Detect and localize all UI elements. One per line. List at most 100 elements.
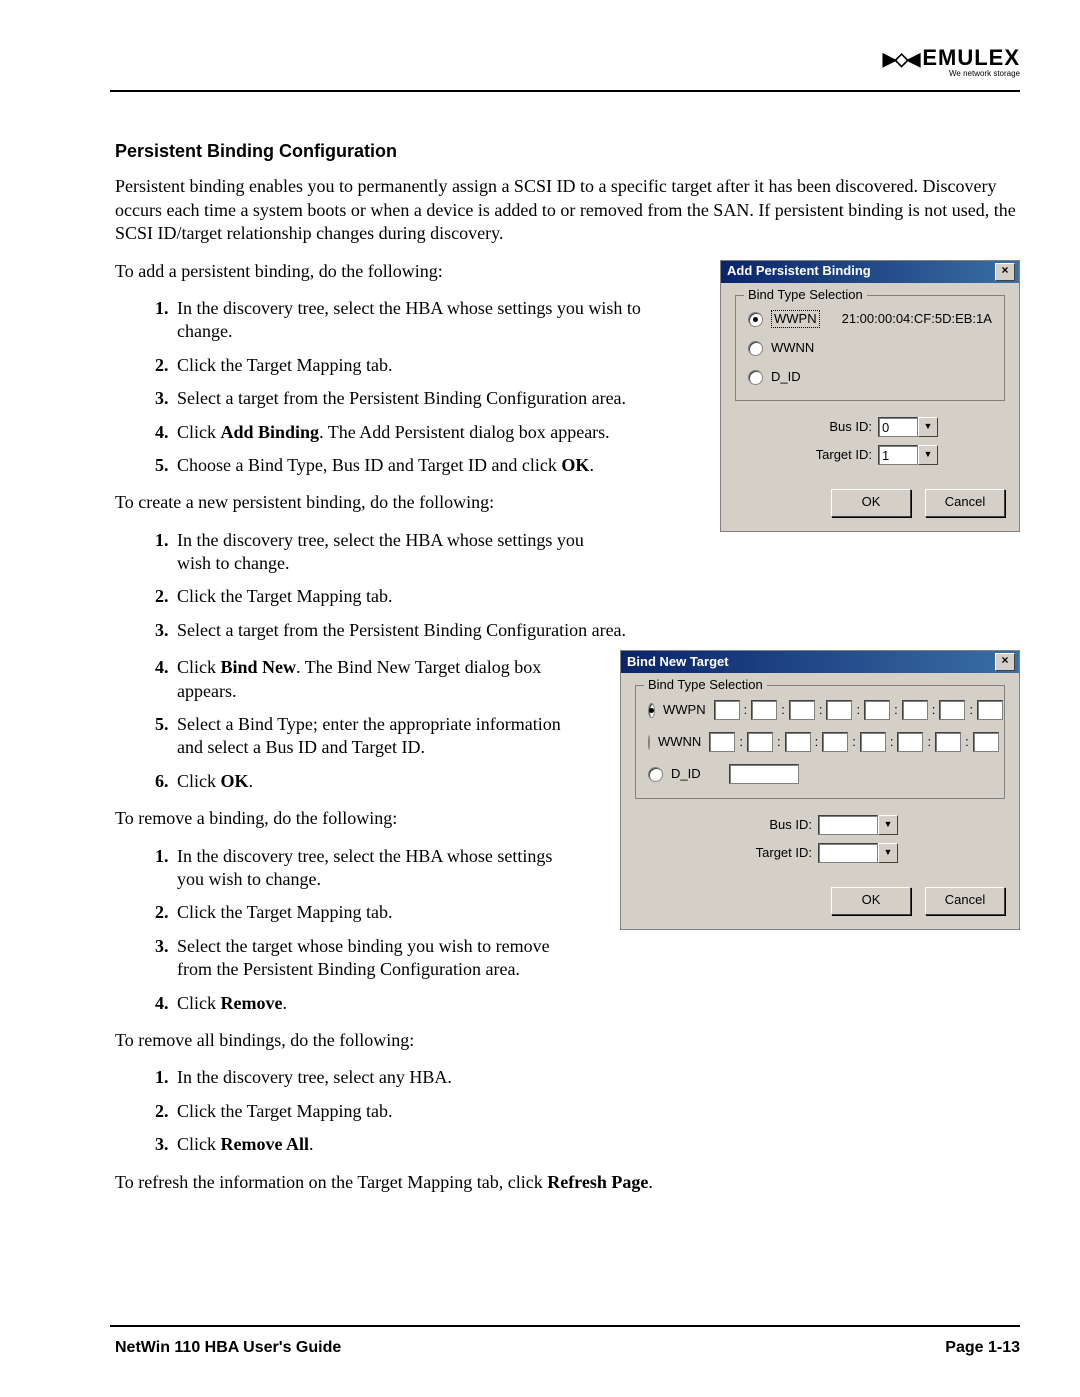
close-icon[interactable]: × xyxy=(995,653,1015,671)
list-item: Select the target whose binding you wish… xyxy=(173,935,573,982)
create-steps-cont: Click Bind New. The Bind New Target dial… xyxy=(115,656,573,793)
wwpn-radio[interactable] xyxy=(648,703,655,718)
did-radio[interactable] xyxy=(648,767,663,782)
hex-input[interactable] xyxy=(822,732,848,752)
cancel-button[interactable]: Cancel xyxy=(925,489,1005,517)
remove-intro: To remove a binding, do the following: xyxy=(115,807,515,830)
wwnn-label: WWNN xyxy=(658,734,701,751)
hex-input[interactable] xyxy=(860,732,886,752)
hex-input[interactable] xyxy=(785,732,811,752)
page-footer: NetWin 110 HBA User's Guide Page 1-13 xyxy=(115,1339,1020,1357)
targetid-input[interactable] xyxy=(818,843,878,863)
footer-right: Page 1-13 xyxy=(945,1339,1020,1357)
wwnn-label: WWNN xyxy=(771,340,814,357)
list-item: Click the Target Mapping tab. xyxy=(173,354,673,377)
intro-paragraph: Persistent binding enables you to perman… xyxy=(115,175,1020,245)
wwnn-radio[interactable] xyxy=(648,735,650,750)
hex-input[interactable] xyxy=(751,700,777,720)
bind-new-target-dialog: Bind New Target × Bind Type Selection WW… xyxy=(620,650,1020,930)
chevron-down-icon[interactable]: ▼ xyxy=(878,815,898,835)
busid-input[interactable] xyxy=(818,815,878,835)
targetid-label: Target ID: xyxy=(802,447,872,464)
hex-input[interactable] xyxy=(973,732,999,752)
removeall-steps-list: In the discovery tree, select any HBA. C… xyxy=(115,1066,1020,1156)
list-item: In the discovery tree, select the HBA wh… xyxy=(173,297,673,344)
hex-input[interactable] xyxy=(902,700,928,720)
list-item: Click Remove All. xyxy=(173,1133,1020,1156)
busid-input[interactable] xyxy=(878,417,918,437)
ok-button[interactable]: OK xyxy=(831,489,911,517)
close-icon[interactable]: × xyxy=(995,263,1015,281)
footer-rule xyxy=(110,1325,1020,1327)
hex-input[interactable] xyxy=(709,732,735,752)
wwpn-label: WWPN xyxy=(663,702,706,719)
header-rule xyxy=(110,90,1020,92)
bind-type-groupbox: Bind Type Selection WWPN : : : : : : xyxy=(635,685,1005,799)
footer-left: NetWin 110 HBA User's Guide xyxy=(115,1339,341,1357)
did-label: D_ID xyxy=(771,369,801,386)
did-label: D_ID xyxy=(671,766,721,783)
list-item: Choose a Bind Type, Bus ID and Target ID… xyxy=(173,454,673,477)
logo: ▶◇◀EMULEX We network storage xyxy=(883,45,1020,78)
busid-dropdown[interactable]: ▼ xyxy=(878,417,938,437)
busid-dropdown[interactable]: ▼ xyxy=(818,815,898,835)
groupbox-label: Bind Type Selection xyxy=(644,677,767,694)
cancel-button[interactable]: Cancel xyxy=(925,887,1005,915)
add-steps-list: In the discovery tree, select the HBA wh… xyxy=(115,297,673,477)
hex-input[interactable] xyxy=(935,732,961,752)
ok-button[interactable]: OK xyxy=(831,887,911,915)
wwpn-radio[interactable] xyxy=(748,312,763,327)
refresh-paragraph: To refresh the information on the Target… xyxy=(115,1171,1020,1194)
removeall-intro: To remove all bindings, do the following… xyxy=(115,1029,1020,1052)
list-item: Select a target from the Persistent Bind… xyxy=(173,619,1020,642)
hex-input[interactable] xyxy=(939,700,965,720)
list-item: Click OK. xyxy=(173,770,573,793)
groupbox-label: Bind Type Selection xyxy=(744,287,867,304)
did-radio[interactable] xyxy=(748,370,763,385)
create-steps-list: In the discovery tree, select the HBA wh… xyxy=(115,529,1020,643)
wwpn-hex-inputs: : : : : : : : xyxy=(714,700,1003,720)
hex-input[interactable] xyxy=(864,700,890,720)
content-area: Persistent Binding Configuration Persist… xyxy=(115,140,1020,1208)
list-item: Click the Target Mapping tab. xyxy=(173,1100,1020,1123)
hex-input[interactable] xyxy=(789,700,815,720)
list-item: In the discovery tree, select any HBA. xyxy=(173,1066,1020,1089)
dialog-title: Add Persistent Binding xyxy=(727,263,871,280)
chevron-down-icon[interactable]: ▼ xyxy=(878,843,898,863)
hex-input[interactable] xyxy=(897,732,923,752)
document-page: ▶◇◀EMULEX We network storage Persistent … xyxy=(0,0,1080,1397)
list-item: Click the Target Mapping tab. xyxy=(173,585,1020,608)
targetid-input[interactable] xyxy=(878,445,918,465)
targetid-dropdown[interactable]: ▼ xyxy=(878,445,938,465)
bind-type-groupbox: Bind Type Selection WWPN 21:00:00:04:CF:… xyxy=(735,295,1005,402)
chevron-down-icon[interactable]: ▼ xyxy=(918,417,938,437)
list-item: Select a Bind Type; enter the appropriat… xyxy=(173,713,573,760)
list-item: Click Add Binding. The Add Persistent di… xyxy=(173,421,673,444)
remove-steps-list: In the discovery tree, select the HBA wh… xyxy=(115,845,573,1015)
targetid-dropdown[interactable]: ▼ xyxy=(818,843,898,863)
busid-label: Bus ID: xyxy=(742,817,812,834)
logo-brand: ▶◇◀EMULEX xyxy=(883,45,1020,71)
did-input[interactable] xyxy=(729,764,799,784)
dialog-titlebar: Add Persistent Binding × xyxy=(721,261,1019,283)
dialog-title: Bind New Target xyxy=(627,654,729,671)
add-persistent-binding-dialog: Add Persistent Binding × Bind Type Selec… xyxy=(720,260,1020,533)
list-item: In the discovery tree, select the HBA wh… xyxy=(173,529,617,576)
chevron-down-icon[interactable]: ▼ xyxy=(918,445,938,465)
list-item: Click Bind New. The Bind New Target dial… xyxy=(173,656,573,703)
list-item: Click Remove. xyxy=(173,992,573,1015)
wwnn-radio[interactable] xyxy=(748,341,763,356)
list-item: Select a target from the Persistent Bind… xyxy=(173,387,673,410)
wwnn-hex-inputs: : : : : : : : xyxy=(709,732,998,752)
dialog-titlebar: Bind New Target × xyxy=(621,651,1019,673)
hex-input[interactable] xyxy=(977,700,1003,720)
list-item: In the discovery tree, select the HBA wh… xyxy=(173,845,573,892)
section-title: Persistent Binding Configuration xyxy=(115,140,1020,163)
list-item: Click the Target Mapping tab. xyxy=(173,901,573,924)
hex-input[interactable] xyxy=(714,700,740,720)
targetid-label: Target ID: xyxy=(742,845,812,862)
wwpn-label: WWPN xyxy=(771,310,820,329)
wwpn-value: 21:00:00:04:CF:5D:EB:1A xyxy=(842,311,992,328)
hex-input[interactable] xyxy=(826,700,852,720)
hex-input[interactable] xyxy=(747,732,773,752)
